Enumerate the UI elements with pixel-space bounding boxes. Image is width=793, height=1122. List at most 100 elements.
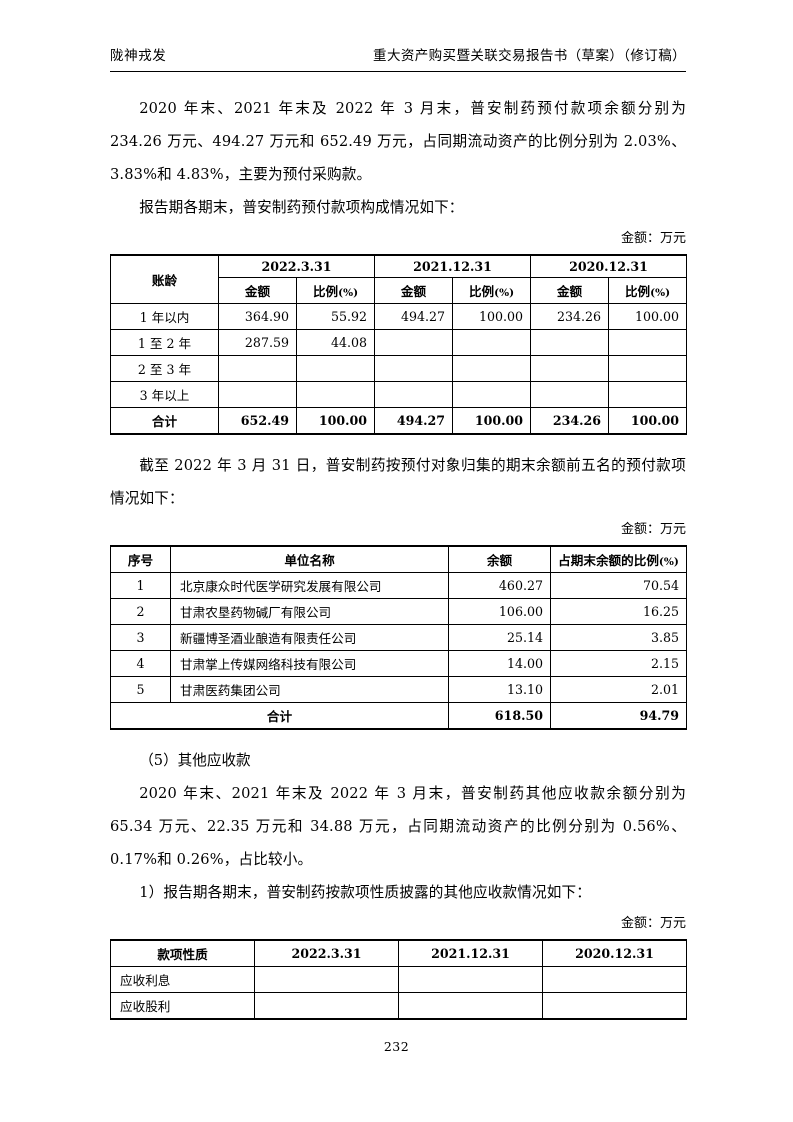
aging-cell-2-3 xyxy=(452,355,532,382)
table-row: 1 至 2 年 287.59 44.08 xyxy=(110,329,688,356)
aging-total-label: 合计 xyxy=(110,407,219,435)
aging-cell-3-5 xyxy=(608,381,688,408)
header-period-2021: 2021.12.31 xyxy=(374,254,532,278)
other-recv-cell-0-1 xyxy=(398,966,543,993)
table-prepayment-aging: 账龄 2022.3.31 2021.12.31 2020.12.31 金额 比例… xyxy=(110,254,688,435)
header-period-2020: 2020.12.31 xyxy=(542,939,687,967)
aging-cell-3-2 xyxy=(374,381,454,408)
other-recv-cell-1-1 xyxy=(398,992,543,1020)
aging-cell-0-1: 55.92 xyxy=(295,303,376,330)
top5-name-4: 甘肃医药集团公司 xyxy=(170,676,449,703)
table-header-row-subheaders: 金额 比例(%) 金额 比例(%) 金额 比例(%) xyxy=(111,277,688,304)
subheader-amount-1: 金额 xyxy=(218,277,297,304)
aging-label-1: 1 至 2 年 xyxy=(110,329,219,356)
subheader-ratio-text-1: 比例 xyxy=(312,284,339,299)
subheader-percent-3: (%) xyxy=(650,287,671,299)
header-balance-ratio-text: 占期末余额的比例 xyxy=(558,553,659,568)
subheader-ratio-text-3: 比例 xyxy=(624,284,651,299)
top5-amount-1: 106.00 xyxy=(448,598,551,625)
aging-cell-1-3 xyxy=(452,329,532,356)
table-header-row: 序号 单位名称 余额 占期末余额的比例(%) xyxy=(110,545,687,573)
aging-total-5: 100.00 xyxy=(608,407,688,435)
spacer xyxy=(110,435,686,449)
top5-ratio-0: 70.54 xyxy=(550,572,687,599)
page-number: 232 xyxy=(383,1039,410,1054)
aging-cell-0-5: 100.00 xyxy=(608,303,688,330)
table-row: 3 新疆博圣酒业酿造有限责任公司 25.14 3.85 xyxy=(110,624,687,651)
top5-amount-3: 14.00 xyxy=(448,650,551,677)
header-balance-ratio-percent: (%) xyxy=(658,556,679,568)
aging-cell-1-2 xyxy=(374,329,454,356)
top5-no-1: 2 xyxy=(110,598,171,625)
top5-amount-4: 13.10 xyxy=(448,676,551,703)
aging-cell-2-0 xyxy=(218,355,297,382)
header-period-2022: 2022.3.31 xyxy=(254,939,399,967)
header-company-name: 单位名称 xyxy=(170,545,449,573)
header-serial-number: 序号 xyxy=(110,545,171,573)
top5-ratio-1: 16.25 xyxy=(550,598,687,625)
table-other-receivables-by-nature: 款项性质 2022.3.31 2021.12.31 2020.12.31 应收利… xyxy=(110,939,687,1020)
header-period-2020: 2020.12.31 xyxy=(530,254,688,278)
header-balance-ratio: 占期末余额的比例(%) xyxy=(550,545,687,573)
aging-cell-2-1 xyxy=(295,355,376,382)
aging-cell-2-5 xyxy=(608,355,688,382)
top5-name-3: 甘肃掌上传媒网络科技有限公司 xyxy=(170,650,449,677)
other-recv-cell-0-2 xyxy=(542,966,687,993)
top5-total-ratio: 94.79 xyxy=(550,702,687,730)
subheader-percent-2: (%) xyxy=(494,287,515,299)
top5-ratio-4: 2.01 xyxy=(550,676,687,703)
section-heading-other-receivables: （5）其他应收款 xyxy=(139,752,251,769)
table-row: 3 年以上 xyxy=(110,381,688,408)
paragraph-prepayment-composition-intro: 报告期各期末，普安制药预付款项构成情况如下： xyxy=(139,199,464,216)
other-recv-cell-1-2 xyxy=(542,992,687,1020)
top5-total-label: 合计 xyxy=(110,702,449,730)
table-header-row-periods: 账龄 2022.3.31 2021.12.31 2020.12.31 xyxy=(110,254,688,304)
header-payment-nature: 款项性质 xyxy=(110,939,255,967)
top5-amount-2: 25.14 xyxy=(448,624,551,651)
table-row: 4 甘肃掌上传媒网络科技有限公司 14.00 2.15 xyxy=(110,650,687,677)
aging-label-3: 3 年以上 xyxy=(110,381,219,408)
paragraph-prepayment-overview: 2020 年末、2021 年末及 2022 年 3 月末，普安制药预付款项余额分… xyxy=(110,100,686,183)
subheader-ratio-1: 比例(%) xyxy=(295,277,376,304)
aging-cell-0-0: 364.90 xyxy=(218,303,297,330)
table-row: 应收股利 xyxy=(110,992,687,1020)
aging-cell-1-1: 44.08 xyxy=(295,329,376,356)
subheader-percent-1: (%) xyxy=(338,287,359,299)
table-total-row: 合计 618.50 94.79 xyxy=(110,702,687,730)
aging-total-1: 100.00 xyxy=(295,407,376,435)
table-row: 2 至 3 年 xyxy=(110,355,688,382)
aging-cell-2-4 xyxy=(530,355,610,382)
page-content: 2020 年末、2021 年末及 2022 年 3 月末，普安制药预付款项余额分… xyxy=(110,92,688,1020)
other-recv-label-1: 应收股利 xyxy=(110,992,255,1020)
header-period-2021: 2021.12.31 xyxy=(398,939,543,967)
table-top5-prepayment: 序号 单位名称 余额 占期末余额的比例(%) 1 北京康众时代医学研究发展有限公… xyxy=(110,545,687,730)
subheader-ratio-2: 比例(%) xyxy=(452,277,532,304)
aging-cell-0-3: 100.00 xyxy=(452,303,532,330)
other-recv-cell-0-0 xyxy=(254,966,399,993)
table-row: 2 甘肃农垦药物碱厂有限公司 106.00 16.25 xyxy=(110,598,687,625)
aging-cell-3-3 xyxy=(452,381,532,408)
aging-cell-0-2: 494.27 xyxy=(374,303,454,330)
aging-cell-3-1 xyxy=(295,381,376,408)
top5-no-4: 5 xyxy=(110,676,171,703)
paragraph-top5-intro: 截至 2022 年 3 月 31 日，普安制药按预付对象归集的期末余额前五名的预… xyxy=(110,457,686,507)
aging-cell-1-4 xyxy=(530,329,610,356)
top5-no-0: 1 xyxy=(110,572,171,599)
aging-cell-3-4 xyxy=(530,381,610,408)
other-recv-label-0: 应收利息 xyxy=(110,966,255,993)
header-period-2022: 2022.3.31 xyxy=(217,254,376,278)
top5-name-0: 北京康众时代医学研究发展有限公司 xyxy=(170,572,449,599)
aging-total-0: 652.49 xyxy=(218,407,297,435)
aging-cell-2-2 xyxy=(374,355,454,382)
top5-ratio-2: 3.85 xyxy=(550,624,687,651)
aging-total-2: 494.27 xyxy=(374,407,454,435)
top5-no-3: 4 xyxy=(110,650,171,677)
aging-label-0: 1 年以内 xyxy=(110,303,219,330)
table-row: 1 北京康众时代医学研究发展有限公司 460.27 70.54 xyxy=(110,572,687,599)
top5-no-2: 3 xyxy=(110,624,171,651)
aging-total-3: 100.00 xyxy=(452,407,532,435)
table-row: 5 甘肃医药集团公司 13.10 2.01 xyxy=(110,676,687,703)
header-document-title: 重大资产购买暨关联交易报告书（草案）（修订稿） xyxy=(373,48,686,64)
header-company-name: 陇神戎发 xyxy=(110,48,167,64)
